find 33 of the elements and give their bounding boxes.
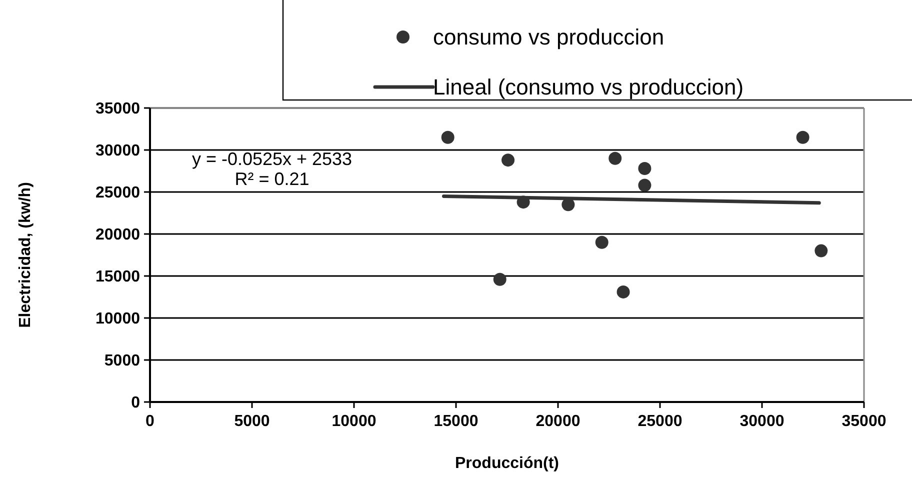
point [616,285,630,298]
point [441,130,454,144]
point [814,244,828,258]
point [595,236,608,249]
point [638,178,652,192]
annotation: y = -0.0525x + 2533 [192,149,352,169]
point [493,272,506,286]
y-tick-label: 10000 [96,310,140,328]
y-tick-label: 35000 [96,100,140,118]
point [796,130,810,144]
y-tick-label: 5000 [104,352,140,370]
point [638,162,652,175]
x-axis-title: Producción(t) [455,455,559,472]
x-tick-label: 15000 [434,413,478,430]
y-tick-label: 25000 [96,184,140,202]
x-tick-label: 20000 [536,413,580,430]
legend-label: consumo vs produccion [433,24,664,50]
annotation: R² = 0.21 [234,169,310,189]
legend-label: Lineal (consumo vs produccion) [433,74,744,100]
x-tick-label: 25000 [638,413,682,430]
point [502,154,515,167]
x-tick-label: 0 [146,413,155,430]
y-tick-label: 0 [131,394,140,412]
y-axis-title: Electricidad, (kw/h) [17,182,34,328]
y-tick-label: 15000 [96,268,140,286]
point [562,198,575,212]
x-tick-label: 35000 [842,413,886,430]
x-tick-label: 5000 [234,413,270,430]
x-tick-label: 30000 [740,413,784,430]
x-tick-label: 10000 [332,413,376,430]
y-tick-label: 30000 [96,142,140,160]
y-tick-label: 20000 [96,226,140,244]
point [608,152,622,165]
